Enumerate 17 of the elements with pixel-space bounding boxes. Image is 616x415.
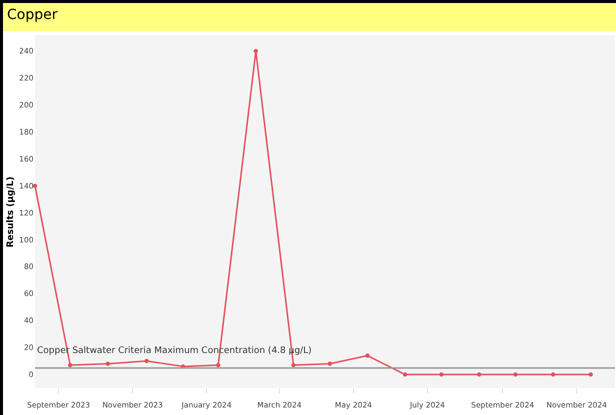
point [216, 362, 220, 368]
point [328, 362, 332, 366]
point [291, 362, 296, 368]
point [144, 358, 149, 364]
point [588, 372, 593, 377]
point [365, 354, 370, 358]
point [550, 372, 556, 377]
point [402, 372, 408, 377]
point [68, 362, 72, 368]
point [513, 372, 518, 377]
point [476, 372, 482, 377]
chart-title: Copper [3, 3, 616, 31]
point [439, 372, 444, 377]
point [32, 184, 38, 188]
y-axis-title: Results (µg/L) [6, 176, 16, 248]
point [254, 49, 258, 54]
point [106, 362, 110, 366]
